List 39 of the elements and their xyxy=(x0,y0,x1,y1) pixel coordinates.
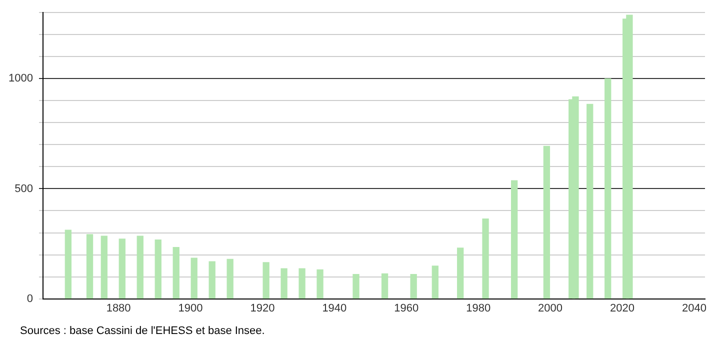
bar xyxy=(136,236,144,299)
x-tick-label: 2020 xyxy=(610,302,634,314)
x-tick-label: 1980 xyxy=(466,302,491,314)
bar xyxy=(316,269,324,299)
bar xyxy=(190,258,198,299)
bar xyxy=(482,218,489,299)
bar xyxy=(510,180,518,299)
bar xyxy=(572,96,579,299)
bar xyxy=(86,234,94,299)
bar xyxy=(64,230,72,299)
source-note: Sources : base Cassini de l'EHESS et base Insee. xyxy=(20,325,265,337)
x-tick-label: 1940 xyxy=(322,302,347,314)
bar xyxy=(280,268,288,299)
bar xyxy=(226,258,234,299)
y-tick-label: 500 xyxy=(14,182,33,195)
x-tick-label: 2000 xyxy=(538,302,563,314)
bar xyxy=(432,266,438,299)
bar xyxy=(172,246,180,299)
x-tick-label: 1920 xyxy=(250,302,275,314)
bar xyxy=(457,248,464,299)
x-tick-label: 1960 xyxy=(394,302,419,314)
x-tick-label: 1900 xyxy=(178,302,203,314)
bar xyxy=(352,274,360,299)
bar xyxy=(410,274,417,299)
bar xyxy=(298,268,306,299)
bar xyxy=(626,14,633,299)
bar xyxy=(154,239,162,299)
bar xyxy=(381,273,388,299)
bar xyxy=(604,78,612,299)
y-tick-label: 0 xyxy=(26,292,33,305)
bar xyxy=(586,104,594,299)
x-tick-label: 2040 xyxy=(682,302,706,314)
y-tick-label: 1000 xyxy=(8,72,33,85)
x-tick-label: 1880 xyxy=(106,302,131,314)
bar xyxy=(100,236,108,299)
bar xyxy=(118,238,126,299)
bar xyxy=(543,146,550,299)
bar xyxy=(262,262,270,299)
bar xyxy=(208,261,216,299)
